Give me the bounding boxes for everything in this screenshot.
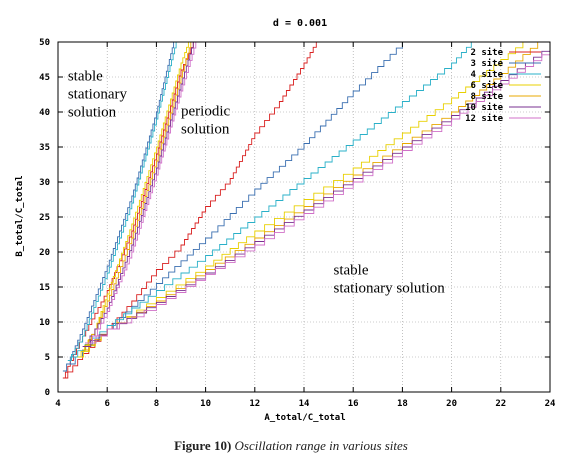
x-axis-label: A_total/C_total [264,413,345,423]
series-4-site [67,42,472,361]
series-upper-boundary [85,42,194,344]
series-lower-boundary [77,42,524,358]
y-tick-label: 50 [39,38,50,48]
x-tick-label: 18 [397,399,408,409]
y-tick-label: 15 [39,283,50,293]
annotation-line: solution [68,105,117,121]
x-tick-label: 10 [200,399,211,409]
series-upper-boundary [77,42,189,358]
x-tick-label: 14 [299,399,310,409]
y-tick-label: 5 [45,353,50,363]
annotation-line: periodic [181,104,230,120]
annotation-line: stationary [68,87,128,103]
x-tick-label: 16 [348,399,359,409]
x-tick-label: 22 [495,399,506,409]
y-tick-label: 40 [39,108,50,118]
legend-label: 12 site [465,113,504,124]
figure-caption: Figure 10) Oscillation range in various … [0,438,582,454]
legend-label: 10 site [465,102,504,113]
x-tick-label: 6 [104,399,109,409]
series-upper-boundary [62,42,194,379]
series-lower-boundary [62,42,317,379]
x-tick-label: 12 [249,399,260,409]
annotation-line: solution [181,122,230,138]
x-tick-label: 8 [154,399,159,409]
series-upper-boundary [87,42,197,344]
series-upper-boundary [82,42,192,351]
annotation-text: periodic solution [181,104,230,138]
series-lower-boundary [70,42,472,358]
legend-label: 4 site [470,69,503,80]
caption-text: Oscillation range in various sites [234,438,408,453]
annotation-text: stable stationary solution [334,262,446,296]
annotation-line: stationary solution [334,280,446,296]
series-3-site [62,42,403,372]
x-tick-label: 4 [55,399,61,409]
legend-label: 3 site [470,58,503,69]
annotation-text: stable stationary solution [68,69,128,121]
series-6-site [77,42,524,358]
tick-labels: 4 6 8 10 12 14 16 18 20 22 24 0 5 10 15 20 25 30 35 40 45 50 [39,38,556,409]
y-tick-label: 45 [39,73,50,83]
y-tick-label: 35 [39,143,50,153]
annotations: stable stationary solution periodic solution… [68,69,445,297]
y-tick-label: 10 [39,318,50,328]
y-tick-label: 25 [39,213,50,223]
y-tick-label: 20 [39,248,50,258]
legend-label: 6 site [470,80,503,91]
annotation-line: stable [334,262,369,278]
legend-label: 8 site [470,91,503,102]
x-tick-label: 20 [446,399,457,409]
y-tick-label: 30 [39,178,50,188]
annotation-line: stable [68,69,103,85]
axes [57,41,551,393]
series-lines [62,42,550,379]
x-tick-label: 24 [545,399,556,409]
chart-title: d = 0.001 [273,18,327,29]
y-tick-label: 0 [45,388,50,398]
series-upper-boundary [62,42,175,372]
caption-label: Figure 10) [174,438,232,453]
series-12-site [85,42,550,344]
series-upper-boundary [67,42,177,361]
legend-label: 2 site [470,47,503,58]
y-axis-label: B_total/C_total [15,175,25,256]
series-lower-boundary [85,49,550,344]
series-2-site [62,42,317,379]
series-lower-boundary [67,42,403,365]
